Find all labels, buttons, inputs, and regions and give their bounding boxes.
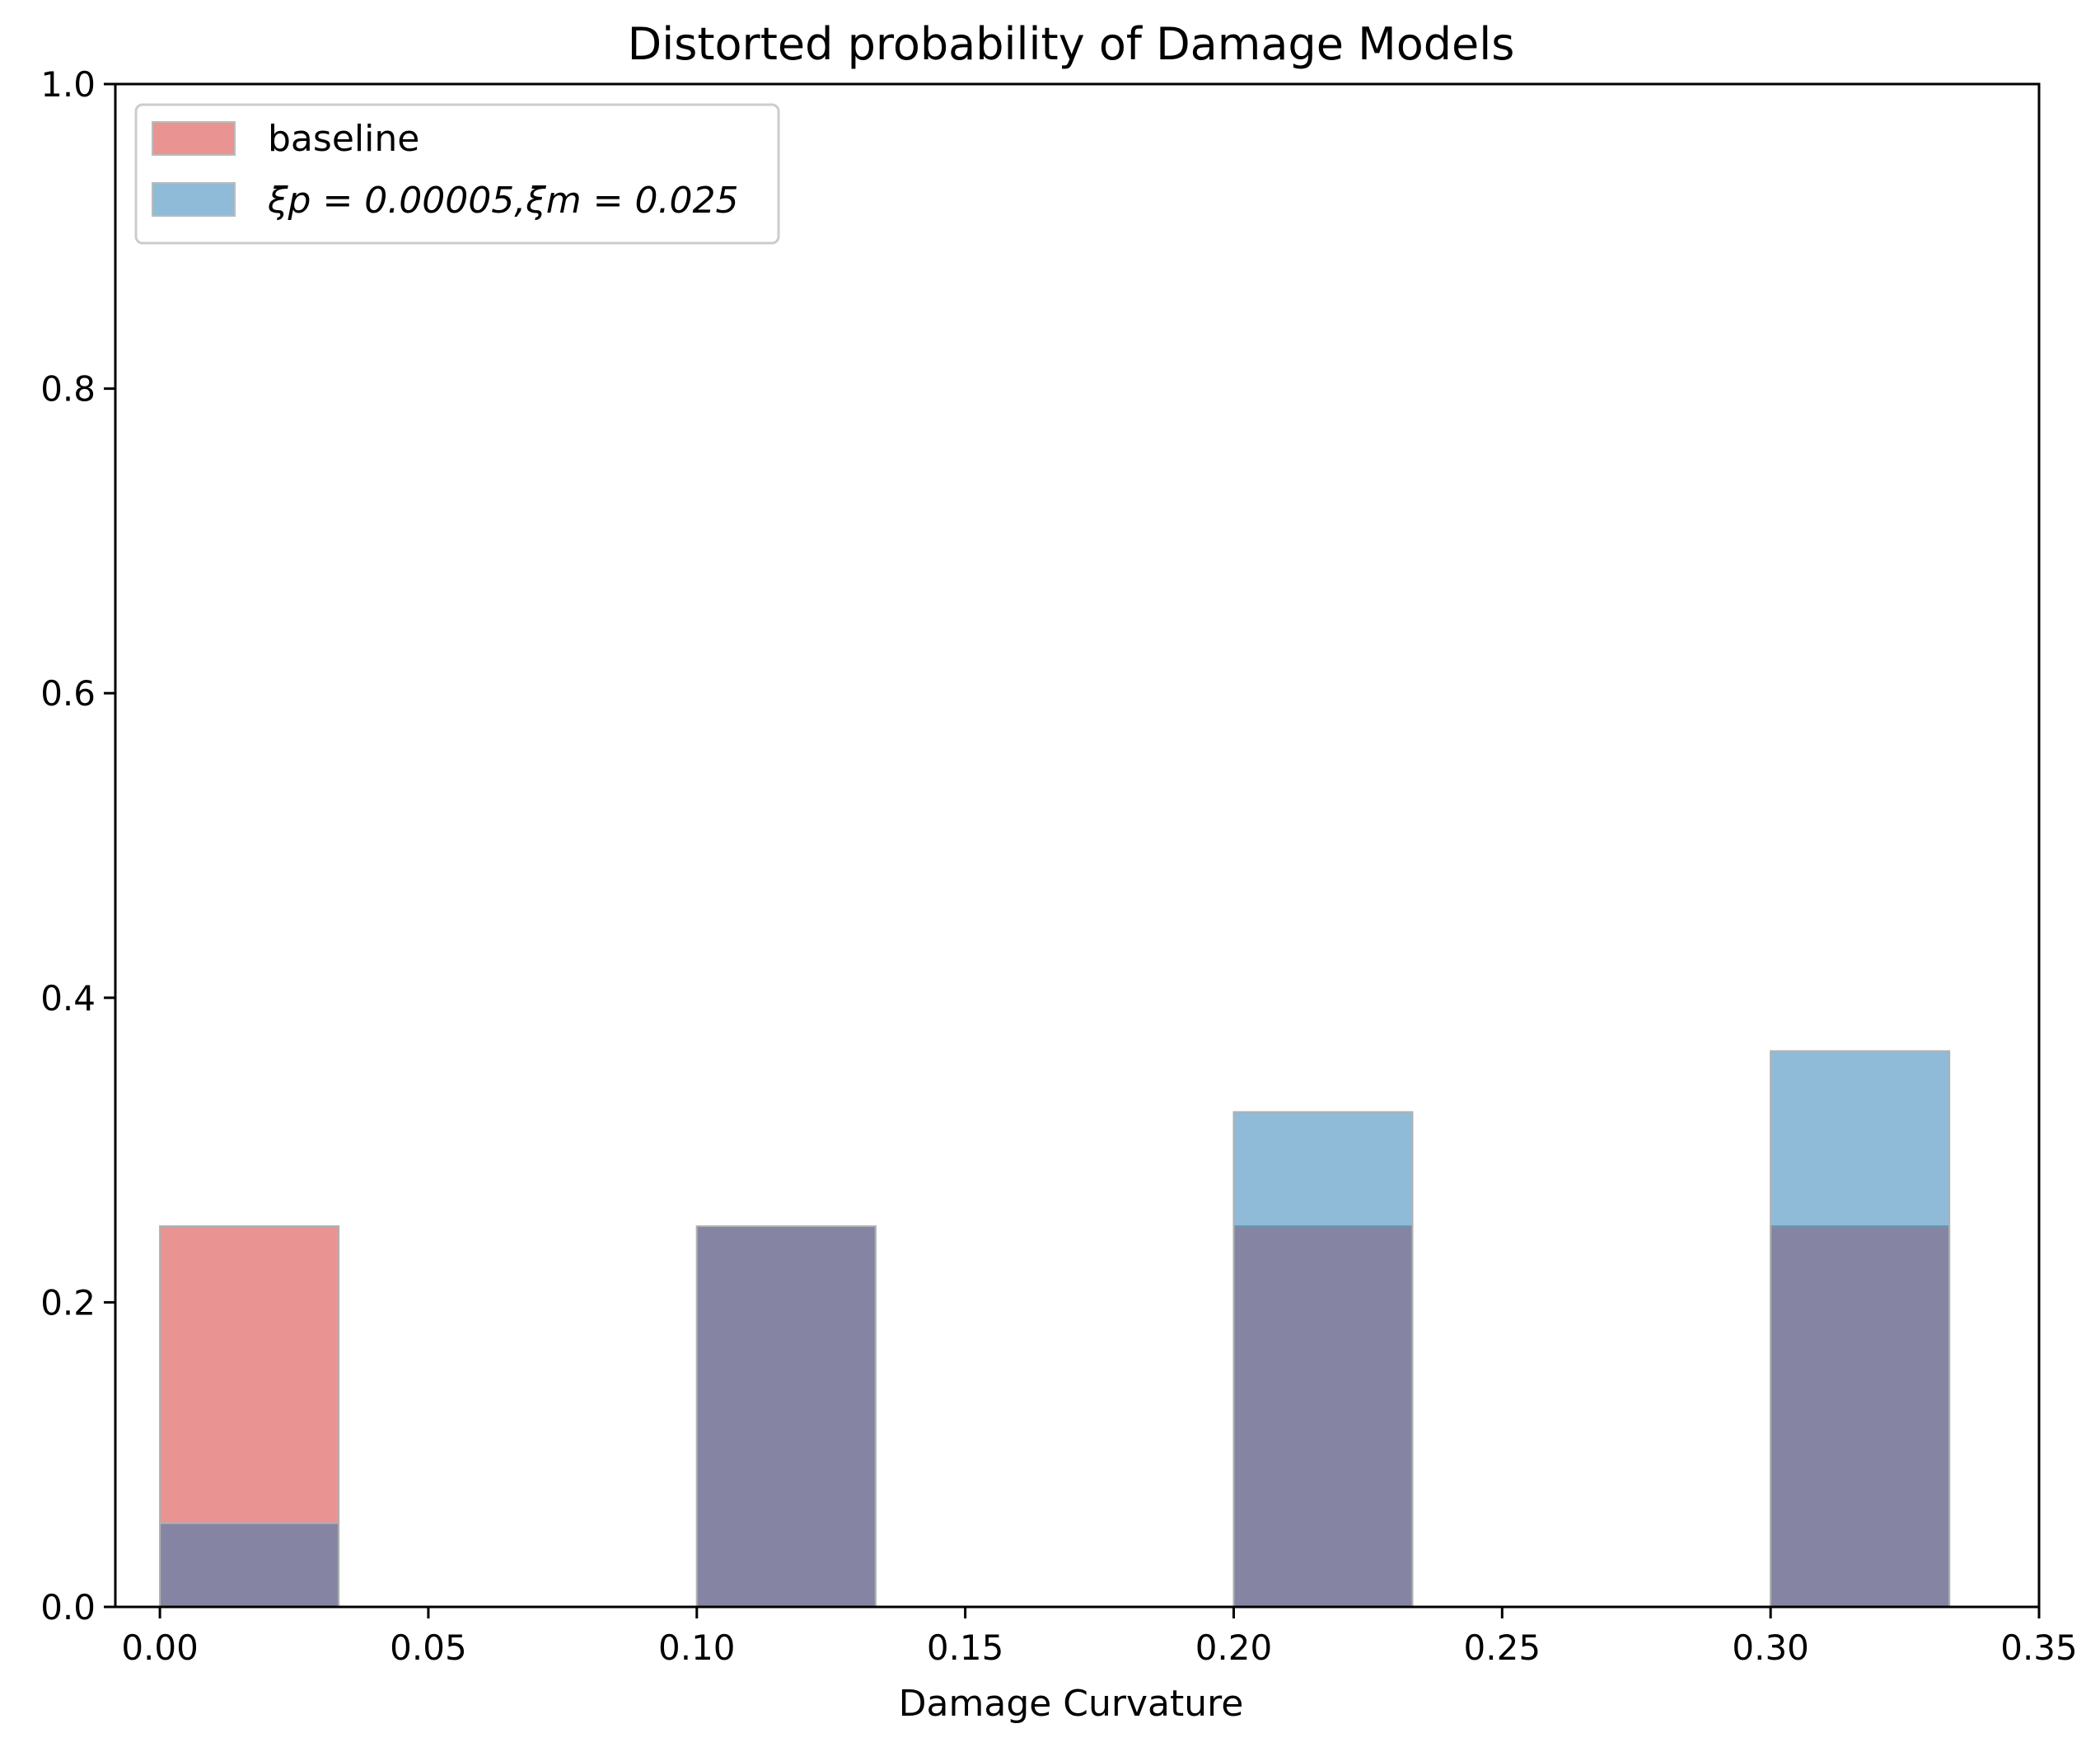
legend: baseline ξp = 0.00005,ξm = 0.025 xyxy=(134,103,780,245)
y-tick-label: 0.2 xyxy=(40,1282,96,1323)
legend-swatch-distorted xyxy=(152,182,236,217)
legend-label-baseline: baseline xyxy=(268,118,419,160)
bar-series1-bin2 xyxy=(1232,1111,1414,1608)
x-tick-label: 0.05 xyxy=(390,1628,467,1668)
bar-series1-bin3 xyxy=(1770,1050,1951,1608)
chart-title: Distorted probability of Damage Models xyxy=(628,18,1515,70)
x-tick-label: 0.15 xyxy=(927,1628,1004,1668)
plot-frame xyxy=(114,82,2041,1609)
y-tick-label: 0.0 xyxy=(40,1587,96,1628)
y-tick-label: 0.4 xyxy=(40,978,96,1019)
bars-layer xyxy=(159,1050,1951,1608)
y-tick-label: 0.6 xyxy=(40,673,96,714)
x-tick-label: 0.20 xyxy=(1195,1628,1273,1668)
legend-swatch-baseline xyxy=(152,121,236,156)
x-tick-label: 0.25 xyxy=(1464,1628,1541,1668)
y-axis: 0.0 0.2 0.4 0.6 0.8 1.0 xyxy=(40,64,115,1628)
y-tick-label: 0.8 xyxy=(40,369,96,410)
x-axis-label: Damage Curvature xyxy=(899,1683,1244,1725)
x-tick-label: 0.00 xyxy=(121,1628,199,1668)
bar-series1-bin0 xyxy=(159,1522,340,1608)
x-tick-label: 0.10 xyxy=(658,1628,736,1668)
x-tick-label: 0.30 xyxy=(1732,1628,1809,1668)
legend-label-distorted: ξp = 0.00005,ξm = 0.025 xyxy=(267,180,738,222)
x-tick-label: 0.35 xyxy=(2000,1628,2078,1668)
x-axis: 0.00 0.05 0.10 0.15 0.20 0.25 0.30 0.35 xyxy=(121,1607,2078,1668)
bar-series1-bin1 xyxy=(695,1225,877,1608)
legend-box xyxy=(134,103,780,245)
y-tick-label: 1.0 xyxy=(40,64,96,105)
